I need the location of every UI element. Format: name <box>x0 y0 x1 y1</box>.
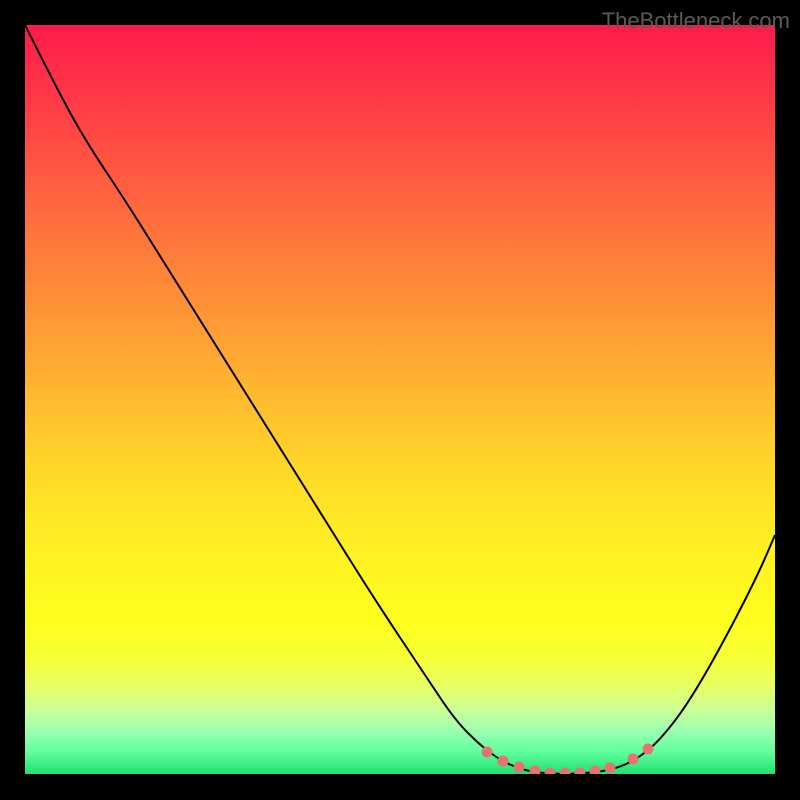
optimal-dot <box>643 744 654 755</box>
chart-plot-area <box>25 25 775 774</box>
optimal-dot <box>605 763 616 774</box>
optimal-dot <box>628 754 639 765</box>
optimal-dot <box>575 768 586 775</box>
optimal-zone-dots <box>482 744 654 775</box>
optimal-dot <box>560 768 571 775</box>
optimal-dot <box>530 766 541 775</box>
optimal-dot <box>514 762 525 773</box>
optimal-dot <box>545 768 556 775</box>
optimal-dot <box>498 756 509 767</box>
optimal-dot <box>590 766 601 775</box>
optimal-zone-dots-svg <box>25 25 775 774</box>
optimal-dot <box>482 747 493 758</box>
watermark-text: TheBottleneck.com <box>602 8 790 34</box>
